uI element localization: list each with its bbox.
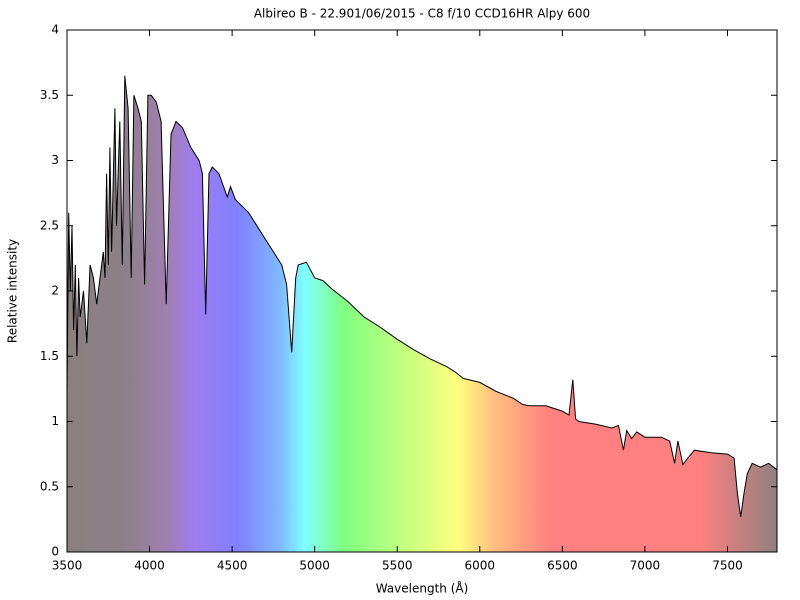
x-tick-label: 5000 <box>299 559 330 573</box>
x-tick-label: 3500 <box>52 559 83 573</box>
y-tick-label: 3 <box>51 153 59 167</box>
plot-area <box>66 75 778 552</box>
y-tick-label: 0 <box>51 545 59 559</box>
y-tick-label: 3.5 <box>40 88 59 102</box>
x-tick-label: 4500 <box>217 559 248 573</box>
y-tick-label: 1 <box>51 414 59 428</box>
spectrum-line <box>66 75 778 517</box>
x-tick-label: 6000 <box>465 559 496 573</box>
x-tick-label: 7000 <box>630 559 661 573</box>
x-tick-label: 6500 <box>547 559 578 573</box>
x-tick-label: 7500 <box>712 559 743 573</box>
y-tick-label: 1.5 <box>40 349 59 363</box>
chart-title: Albireo B - 22.901/06/2015 - C8 f/10 CCD… <box>254 7 590 21</box>
y-tick-label: 2 <box>51 284 59 298</box>
spectrum-fill <box>67 75 777 552</box>
x-tick-label: 5500 <box>382 559 413 573</box>
y-axis-label: Relative intensity <box>6 239 20 343</box>
y-tick-label: 2.5 <box>40 218 59 232</box>
x-tick-label: 4000 <box>134 559 165 573</box>
y-tick-label: 4 <box>51 23 59 37</box>
x-axis-label: Wavelength (Å) <box>376 581 469 596</box>
y-tick-label: 0.5 <box>40 479 59 493</box>
